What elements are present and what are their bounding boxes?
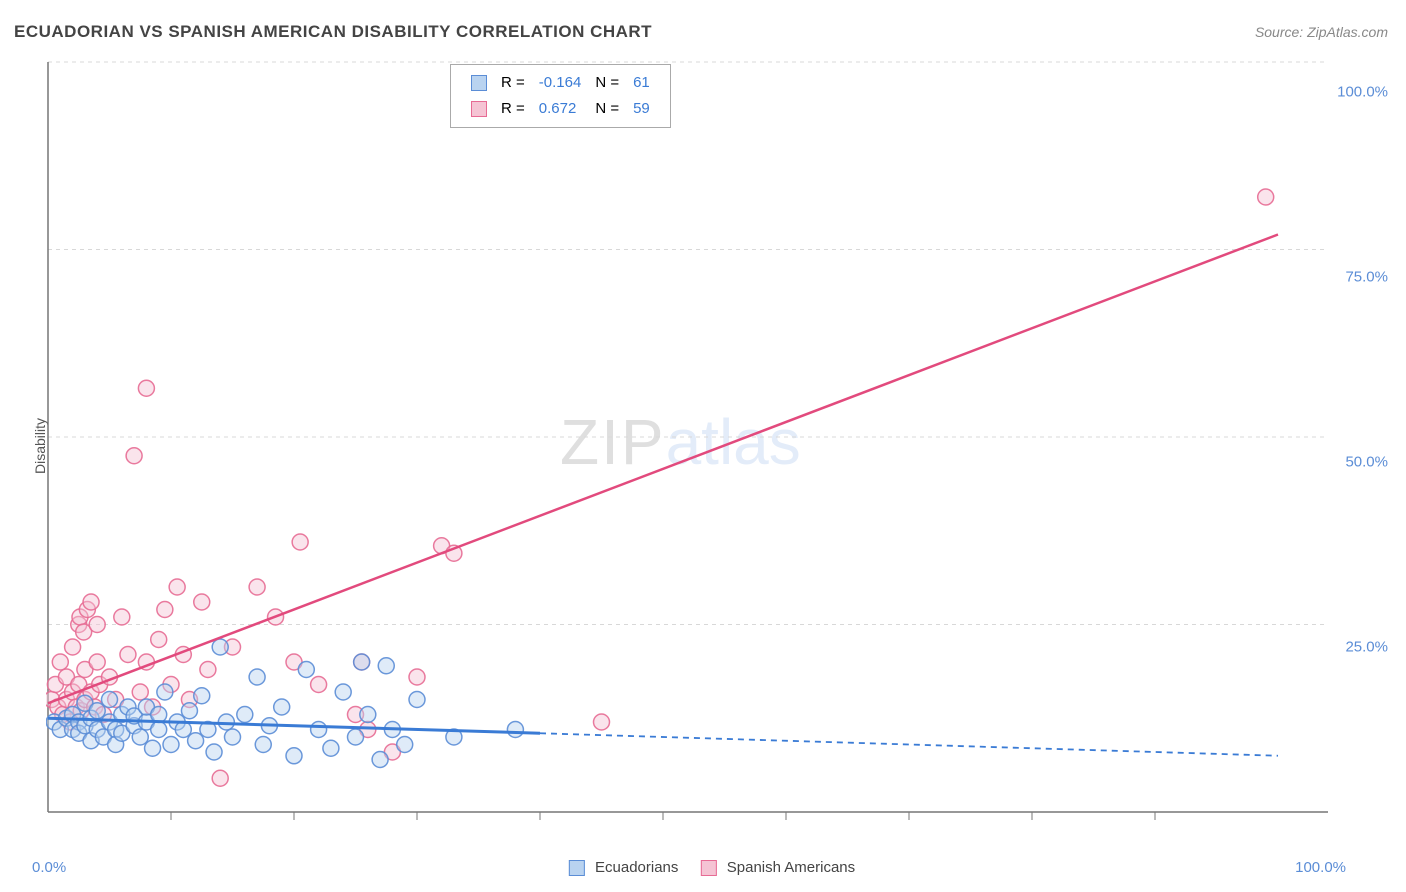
legend-row-ecuadorians: R = -0.164 N = 61 [465, 71, 656, 95]
legend-correlation-box: R = -0.164 N = 61 R = 0.672 N = 59 [450, 64, 671, 128]
legend-r-label: R = [495, 97, 531, 121]
chart-title: ECUADORIAN VS SPANISH AMERICAN DISABILIT… [14, 22, 652, 42]
legend-r-label: R = [495, 71, 531, 95]
legend-n-value-spanish: 59 [627, 97, 656, 121]
legend-swatch-ecuadorians-bottom [569, 860, 585, 876]
legend-table: R = -0.164 N = 61 R = 0.672 N = 59 [463, 69, 658, 123]
legend-n-label: N = [589, 97, 625, 121]
legend-n-label: N = [589, 71, 625, 95]
x-tick-100: 100.0% [1295, 859, 1346, 876]
legend-label-ecuadorians: Ecuadorians [595, 859, 678, 876]
y-tick-50: 50.0% [1345, 454, 1388, 471]
y-tick-25: 25.0% [1345, 639, 1388, 656]
legend-label-spanish: Spanish Americans [727, 859, 855, 876]
y-tick-100: 100.0% [1337, 84, 1388, 101]
scatter-plot [46, 60, 1336, 840]
source-citation: Source: ZipAtlas.com [1255, 24, 1388, 40]
legend-swatch-spanish-bottom [701, 860, 717, 876]
legend-r-value-spanish: 0.672 [533, 97, 588, 121]
x-tick-0: 0.0% [32, 859, 66, 876]
legend-series: Ecuadorians Spanish Americans [551, 859, 855, 876]
y-tick-75: 75.0% [1345, 269, 1388, 286]
legend-swatch-spanish [471, 101, 487, 117]
chart-area [46, 60, 1336, 840]
legend-r-value-ecuadorians: -0.164 [533, 71, 588, 95]
legend-n-value-ecuadorians: 61 [627, 71, 656, 95]
legend-row-spanish: R = 0.672 N = 59 [465, 97, 656, 121]
legend-swatch-ecuadorians [471, 75, 487, 91]
